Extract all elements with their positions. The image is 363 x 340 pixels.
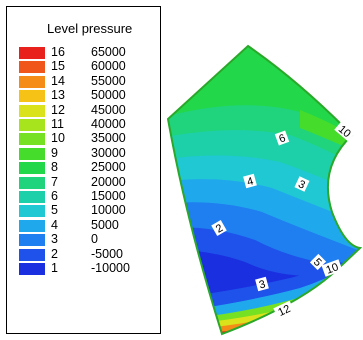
contour-label-bg: [243, 173, 257, 189]
legend-level: 10: [51, 131, 65, 146]
contour-label: 3: [255, 276, 269, 292]
legend-title: Level pressure: [47, 21, 133, 36]
legend-swatch: [19, 104, 45, 117]
legend-level: 4: [51, 217, 58, 232]
legend-swatch: [19, 133, 45, 146]
legend-value: 35000: [91, 131, 126, 146]
contour-label-bg: [321, 259, 343, 277]
contour-label-bg: [309, 253, 327, 271]
legend-box: Level pressure 16 65000 15 60000 14 55000 13 50…: [6, 6, 161, 334]
contour-label-bg: [274, 130, 290, 146]
legend-swatch: [19, 191, 45, 203]
legend-entry: 1 -10000: [7, 261, 157, 275]
contour-label: 12: [273, 300, 295, 320]
legend-value: 65000: [91, 45, 126, 59]
legend-swatch: [19, 234, 45, 247]
legend-entry: 9 30000: [7, 145, 157, 160]
contour-label-bg: [294, 176, 310, 192]
legend-swatch: [19, 61, 45, 74]
legend-entry: 15 60000: [7, 59, 157, 74]
legend-entry: 12 45000: [7, 102, 157, 117]
legend-entry: 6 15000: [7, 189, 157, 203]
contour-label-text: 12: [276, 303, 292, 319]
legend-swatch: [19, 248, 45, 261]
legend-entry: 4 5000: [7, 217, 157, 232]
legend-entry: 5 10000: [7, 203, 157, 218]
legend-value: 0: [91, 232, 98, 247]
legend-level: 9: [51, 145, 58, 160]
contour-label-bg: [255, 276, 269, 292]
legend-level: 13: [51, 88, 65, 103]
legend-swatch: [19, 205, 45, 218]
legend-swatch: [19, 75, 45, 88]
legend-level: 12: [51, 102, 65, 117]
contour-label: 4: [243, 173, 257, 189]
contour-label-text: 2: [214, 222, 225, 235]
legend-value: -10000: [91, 261, 130, 275]
legend-value: 5000: [91, 217, 119, 232]
contour-label: 10: [321, 259, 343, 277]
legend-value: 15000: [91, 189, 126, 203]
legend-level: 11: [51, 117, 64, 131]
legend-value: 50000: [91, 88, 126, 103]
legend-level: 8: [51, 160, 58, 175]
legend-level: 3: [51, 232, 58, 247]
contour-label-bg: [211, 220, 227, 236]
legend-value: 20000: [91, 174, 126, 189]
contour-label-text: 3: [296, 178, 307, 191]
contour-label: 6: [274, 130, 290, 146]
legend-level: 16: [51, 45, 65, 59]
legend-value: 55000: [91, 73, 126, 88]
legend-swatch: [19, 119, 45, 131]
legend-entry: 2 -5000: [7, 246, 157, 261]
legend-level: 14: [51, 73, 65, 88]
legend-level: 6: [51, 189, 58, 203]
legend-level: 5: [51, 203, 58, 218]
contour-label-text: 3: [258, 278, 267, 291]
legend-entry: 14 55000: [7, 73, 157, 88]
contour-label: 2: [211, 220, 227, 236]
legend-swatch: [19, 263, 45, 275]
legend-value: 45000: [91, 102, 126, 117]
contour-label-text: 4: [246, 175, 255, 188]
legend-swatch: [19, 47, 45, 59]
contour-label: 5: [309, 253, 327, 271]
legend-entry: 13 50000: [7, 88, 157, 103]
contour-label: 3: [294, 176, 310, 192]
contour-label-bg: [334, 120, 356, 142]
legend-value: 40000: [91, 117, 126, 131]
legend-value: 10000: [91, 203, 126, 218]
legend-swatch: [19, 176, 45, 189]
legend-level: 7: [51, 174, 58, 189]
legend-swatch: [19, 147, 45, 160]
contour-label-bg: [273, 300, 295, 320]
legend-level: 1: [51, 261, 58, 275]
legend-entry: 16 65000: [7, 45, 157, 59]
contour-label-text: 10: [325, 261, 341, 276]
legend-swatch: [19, 162, 45, 175]
legend-level: 15: [51, 59, 65, 74]
legend-value: 25000: [91, 160, 126, 175]
legend-entry: 10 35000: [7, 131, 157, 146]
legend-value: 60000: [91, 59, 126, 74]
legend-level: 2: [51, 246, 58, 261]
contour-label-text: 6: [277, 132, 287, 145]
legend-entry: 11 40000: [7, 117, 157, 131]
legend-swatch: [19, 90, 45, 103]
contour-fill: [168, 46, 360, 334]
legend-value: -5000: [91, 246, 123, 261]
legend-entry: 7 20000: [7, 174, 157, 189]
legend-swatch: [19, 219, 45, 232]
legend-entry: 8 25000: [7, 160, 157, 175]
legend-value: 30000: [91, 145, 126, 160]
